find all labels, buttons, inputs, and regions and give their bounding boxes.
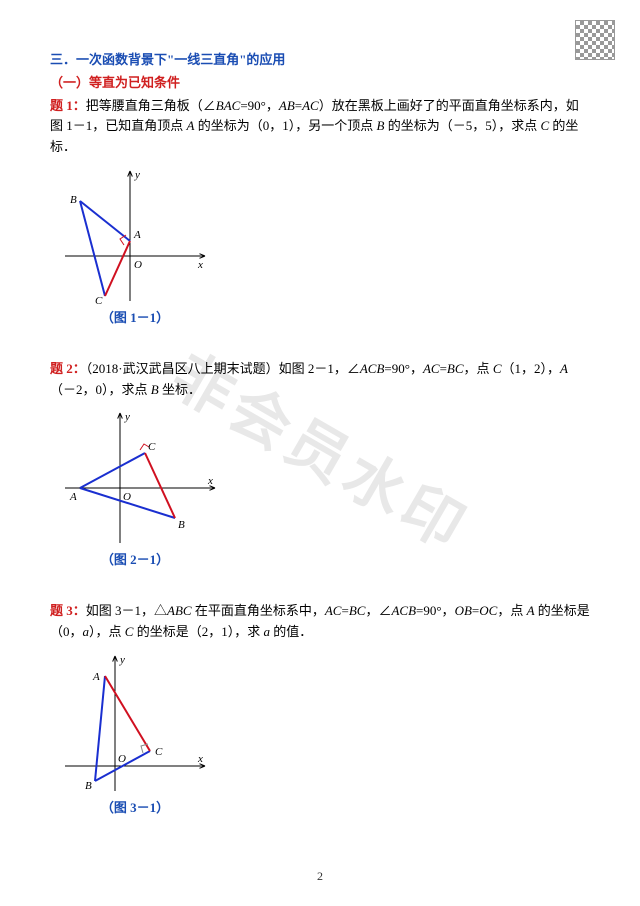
svg-text:A: A [92,671,100,683]
svg-text:O: O [123,491,131,503]
figure-2: A B C Ox y （图 2－1） [60,408,590,571]
svg-text:A: A [69,491,77,503]
page-number: 2 [317,867,323,886]
svg-text:O: O [134,259,142,271]
page-content: 三．一次函数背景下"一线三直角"的应用 （一）等直为已知条件 题 1：把等腰直角… [50,50,590,819]
problem-1-label: 题 1： [50,98,86,113]
figure-2-caption: （图 2－1） [60,550,210,571]
svg-text:O: O [118,753,126,765]
figure-3: A B C Ox y （图 3－1） [60,651,590,819]
problem-1: 题 1：把等腰直角三角板（∠BAC=90°，AB=AC）放在黑板上画好了的平面直… [50,96,590,158]
svg-text:B: B [85,780,92,792]
problem-1-text: 把等腰直角三角板（∠BAC=90°，AB=AC）放在黑板上画好了的平面直角坐标系… [50,98,579,155]
figure-1-svg: A B C Ox y [60,166,210,306]
problem-2-label: 题 2： [50,361,86,376]
svg-text:C: C [148,441,156,453]
problem-2-text: （2018·武汉武昌区八上期末试题）如图 2－1，∠ACB=90°，AC=BC，… [50,361,568,397]
svg-text:x: x [197,753,203,765]
figure-3-svg: A B C Ox y [60,651,210,796]
figure-1-caption: （图 1－1） [60,308,210,329]
problem-3: 题 3：如图 3－1，△ABC 在平面直角坐标系中，AC=BC，∠ACB=90°… [50,601,590,643]
svg-text:y: y [119,654,125,666]
svg-text:A: A [133,229,141,241]
problem-2: 题 2：（2018·武汉武昌区八上期末试题）如图 2－1，∠ACB=90°，AC… [50,359,590,401]
svg-text:C: C [95,295,103,306]
figure-2-svg: A B C Ox y [60,408,220,548]
svg-text:y: y [124,411,130,423]
svg-text:x: x [207,475,213,487]
svg-text:C: C [155,746,163,758]
subsection-title: （一）等直为已知条件 [50,73,590,94]
svg-text:x: x [197,259,203,271]
svg-text:B: B [70,194,77,206]
problem-3-text: 如图 3－1，△ABC 在平面直角坐标系中，AC=BC，∠ACB=90°，OB=… [50,603,590,639]
figure-1: A B C Ox y （图 1－1） [60,166,590,329]
figure-3-caption: （图 3－1） [60,798,210,819]
svg-text:B: B [178,519,185,531]
problem-3-label: 题 3： [50,603,86,618]
section-title: 三．一次函数背景下"一线三直角"的应用 [50,50,590,71]
svg-text:y: y [134,169,140,181]
